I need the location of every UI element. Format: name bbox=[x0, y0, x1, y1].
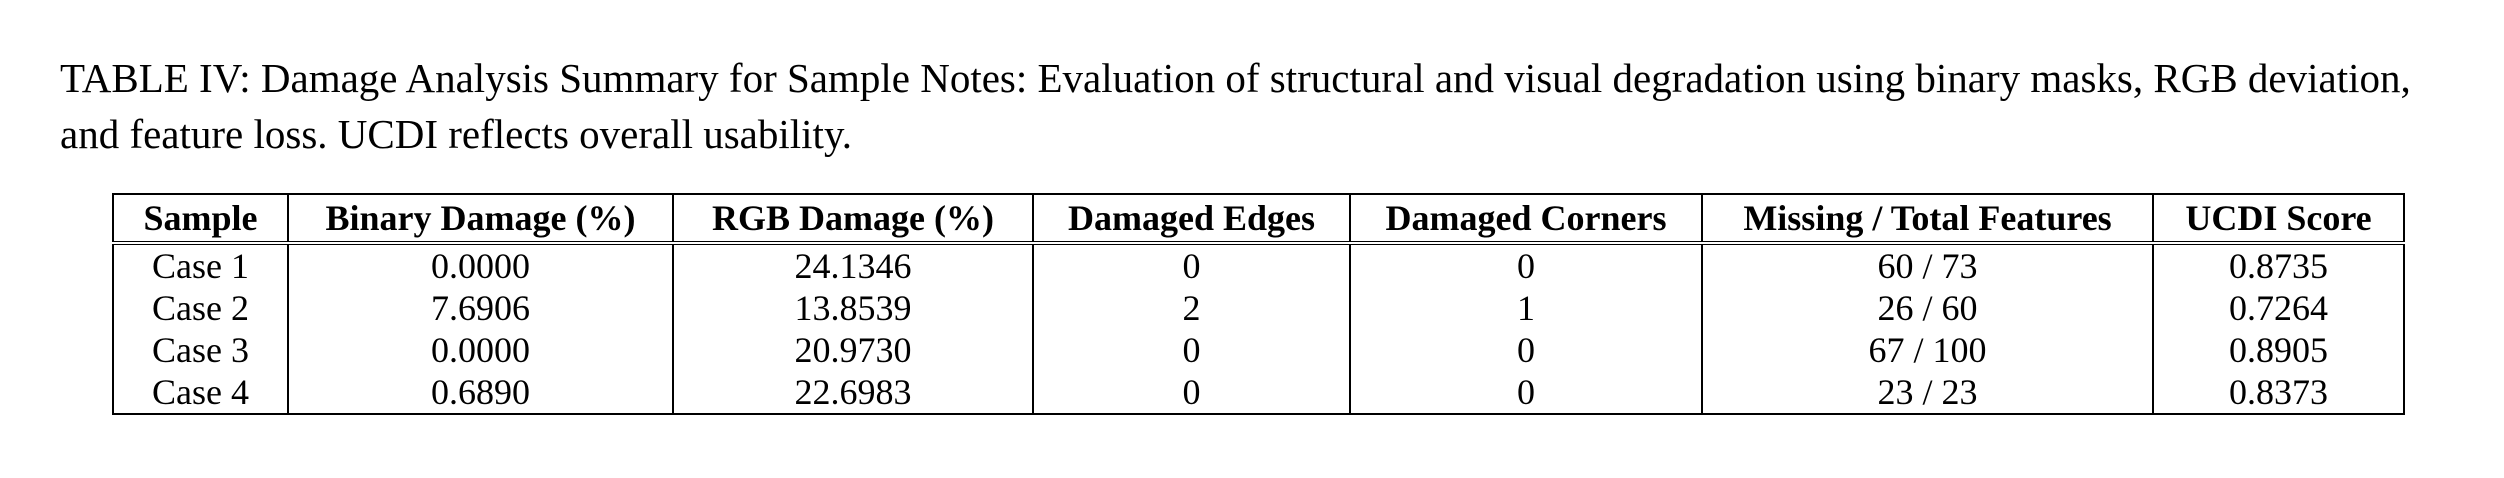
header-damaged-corners: Damaged Corners bbox=[1349, 194, 1703, 245]
cell-ucdi-score: 0.7264 bbox=[2152, 287, 2405, 329]
cell-binary-damage: 0.0000 bbox=[287, 243, 674, 287]
cell-missing-total-features: 23 / 23 bbox=[1701, 371, 2154, 414]
cell-sample: Case 2 bbox=[112, 287, 289, 329]
damage-analysis-table-container: Sample Binary Damage (%) RGB Damage (%) … bbox=[112, 193, 2405, 415]
cell-sample: Case 1 bbox=[112, 243, 289, 287]
cell-binary-damage: 0.6890 bbox=[287, 371, 674, 414]
cell-ucdi-score: 0.8373 bbox=[2152, 371, 2405, 414]
cell-damaged-corners: 0 bbox=[1349, 371, 1703, 414]
cell-damaged-edges: 0 bbox=[1032, 371, 1351, 414]
cell-binary-damage: 7.6906 bbox=[287, 287, 674, 329]
cell-damaged-corners: 0 bbox=[1349, 329, 1703, 371]
cell-missing-total-features: 60 / 73 bbox=[1701, 243, 2154, 287]
damage-analysis-table: Sample Binary Damage (%) RGB Damage (%) … bbox=[112, 193, 2405, 415]
header-damaged-edges: Damaged Edges bbox=[1032, 194, 1351, 245]
cell-missing-total-features: 67 / 100 bbox=[1701, 329, 2154, 371]
table-header-row: Sample Binary Damage (%) RGB Damage (%) … bbox=[112, 194, 2405, 245]
header-rgb-damage: RGB Damage (%) bbox=[672, 194, 1034, 245]
cell-damaged-corners: 1 bbox=[1349, 287, 1703, 329]
header-ucdi-score: UCDI Score bbox=[2152, 194, 2405, 245]
cell-sample: Case 4 bbox=[112, 371, 289, 414]
cell-sample: Case 3 bbox=[112, 329, 289, 371]
cell-binary-damage: 0.0000 bbox=[287, 329, 674, 371]
table-caption: TABLE IV: Damage Analysis Summary for Sa… bbox=[60, 55, 2411, 157]
cell-rgb-damage: 24.1346 bbox=[672, 243, 1034, 287]
table-row: Case 2 7.6906 13.8539 2 1 26 / 60 0.7264 bbox=[112, 287, 2405, 329]
table-row: Case 3 0.0000 20.9730 0 0 67 / 100 0.890… bbox=[112, 329, 2405, 371]
header-missing-total-features: Missing / Total Features bbox=[1701, 194, 2154, 245]
cell-damaged-edges: 2 bbox=[1032, 287, 1351, 329]
cell-ucdi-score: 0.8905 bbox=[2152, 329, 2405, 371]
cell-damaged-edges: 0 bbox=[1032, 243, 1351, 287]
cell-damaged-corners: 0 bbox=[1349, 243, 1703, 287]
header-sample: Sample bbox=[112, 194, 289, 245]
cell-rgb-damage: 20.9730 bbox=[672, 329, 1034, 371]
cell-rgb-damage: 22.6983 bbox=[672, 371, 1034, 414]
cell-damaged-edges: 0 bbox=[1032, 329, 1351, 371]
cell-missing-total-features: 26 / 60 bbox=[1701, 287, 2154, 329]
table-row: Case 1 0.0000 24.1346 0 0 60 / 73 0.8735 bbox=[112, 243, 2405, 287]
header-binary-damage: Binary Damage (%) bbox=[287, 194, 674, 245]
cell-ucdi-score: 0.8735 bbox=[2152, 243, 2405, 287]
table-row: Case 4 0.6890 22.6983 0 0 23 / 23 0.8373 bbox=[112, 371, 2405, 414]
cell-rgb-damage: 13.8539 bbox=[672, 287, 1034, 329]
